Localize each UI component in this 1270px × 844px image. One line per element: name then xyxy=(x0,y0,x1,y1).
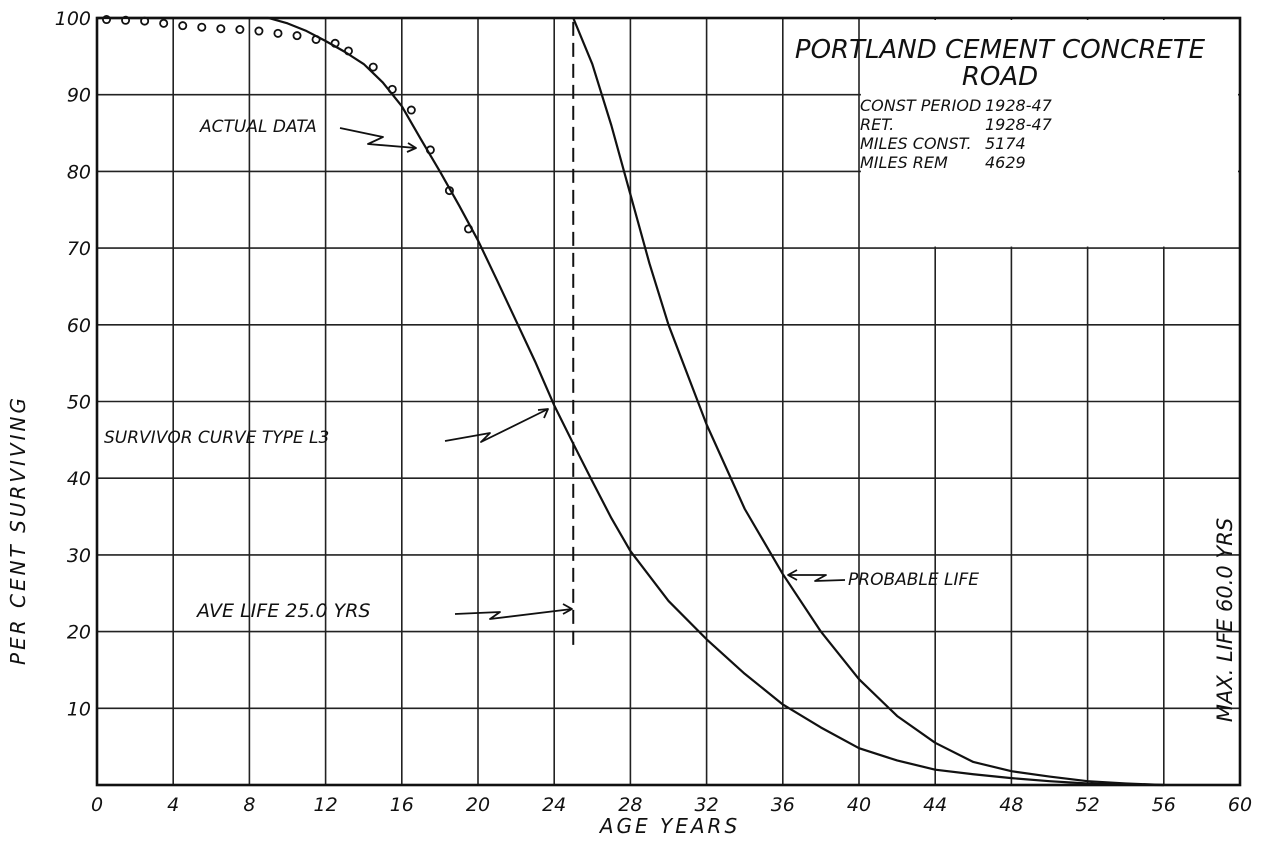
info-value: 5174 xyxy=(985,134,1026,153)
annotation-max-life: MAX. LIFE 60.0 YRS xyxy=(1213,518,1237,722)
x-tick-label: 52 xyxy=(1076,794,1100,816)
leader-probable-head xyxy=(787,569,798,581)
x-tick-label: 20 xyxy=(466,794,490,816)
y-tick-label: 60 xyxy=(67,315,91,337)
x-tick-label: 48 xyxy=(999,794,1023,816)
y-tick-label: 90 xyxy=(67,85,91,107)
axes xyxy=(95,16,1242,787)
leader-ave-life-head xyxy=(562,603,573,615)
info-label: RET. xyxy=(860,115,894,134)
data-point xyxy=(159,18,169,28)
x-tick-label: 28 xyxy=(618,794,642,816)
data-point xyxy=(368,62,378,72)
x-tick-label: 4 xyxy=(167,794,179,816)
x-tick-label: 24 xyxy=(542,794,566,816)
series xyxy=(97,15,1164,787)
annotation-actual-data: ACTUAL DATA xyxy=(199,117,317,137)
data-point xyxy=(254,26,264,36)
info-block: CONST PERIOD 1928-47 RET. 1928-47 MILES CONS… xyxy=(860,96,1053,172)
leader-survivor-head xyxy=(537,408,549,419)
chart-title: PORTLAND CEMENT CONCRETE xyxy=(795,35,1206,65)
annotation-survivor-curve: SURVIVOR CURVE TYPE L3 xyxy=(104,428,329,448)
probable-life-curve xyxy=(572,17,1164,787)
leader-actual-data-head xyxy=(406,142,417,153)
x-tick-label: 32 xyxy=(695,794,719,816)
x-tick-label: 0 xyxy=(91,794,103,816)
annotation-probable-life: PROBABLE LIFE xyxy=(848,570,979,590)
info-label: CONST PERIOD xyxy=(860,96,981,115)
info-value: 4629 xyxy=(985,153,1026,172)
y-tick-label: 20 xyxy=(67,622,91,644)
data-point xyxy=(235,25,245,35)
y-tick-label: 40 xyxy=(67,468,91,490)
leader-ave-life xyxy=(454,608,573,620)
leader-survivor xyxy=(444,408,549,443)
y-tick-label: 50 xyxy=(67,392,91,414)
y-tick-label: 30 xyxy=(67,545,91,567)
info-label: MILES REM xyxy=(860,153,948,172)
y-tick-label: 70 xyxy=(67,238,91,260)
x-tick-label: 60 xyxy=(1228,794,1252,816)
data-point xyxy=(273,28,283,38)
survivor-curve xyxy=(97,16,1164,787)
x-tick-label: 36 xyxy=(771,794,795,816)
x-tick-label: 12 xyxy=(314,794,338,816)
data-point xyxy=(292,31,302,41)
x-tick-label: 16 xyxy=(390,794,414,816)
y-tick-label: 100 xyxy=(55,8,91,30)
x-tick-label: 40 xyxy=(847,794,871,816)
data-point xyxy=(197,22,207,32)
x-tick-label: 44 xyxy=(923,794,947,816)
tick-labels: 0 4 8 12 16 20 24 28 32 36 40 44 48 52 56 6010203040506… xyxy=(55,8,1252,816)
title-box xyxy=(860,20,1238,247)
info-value: 1928-47 xyxy=(985,115,1053,134)
chart-title-line2: ROAD xyxy=(962,62,1038,92)
x-axis-label: AGE YEARS xyxy=(598,814,740,838)
info-label: MILES CONST. xyxy=(860,134,972,153)
leader-actual-data xyxy=(339,127,417,149)
annotation-average-life: AVE LIFE 25.0 YRS xyxy=(195,600,370,622)
plot-frame xyxy=(95,16,1242,787)
x-tick-label: 56 xyxy=(1152,794,1176,816)
data-point xyxy=(406,105,416,115)
y-axis-label: PER CENT SURVIVING xyxy=(6,395,30,665)
leader-probable xyxy=(788,574,846,582)
y-tick-label: 80 xyxy=(67,161,91,183)
info-value: 1928-47 xyxy=(985,96,1053,115)
data-point xyxy=(178,21,188,31)
annotations xyxy=(339,21,846,647)
data-point xyxy=(216,24,226,34)
y-tick-label: 10 xyxy=(67,698,91,720)
x-tick-label: 8 xyxy=(243,794,255,816)
